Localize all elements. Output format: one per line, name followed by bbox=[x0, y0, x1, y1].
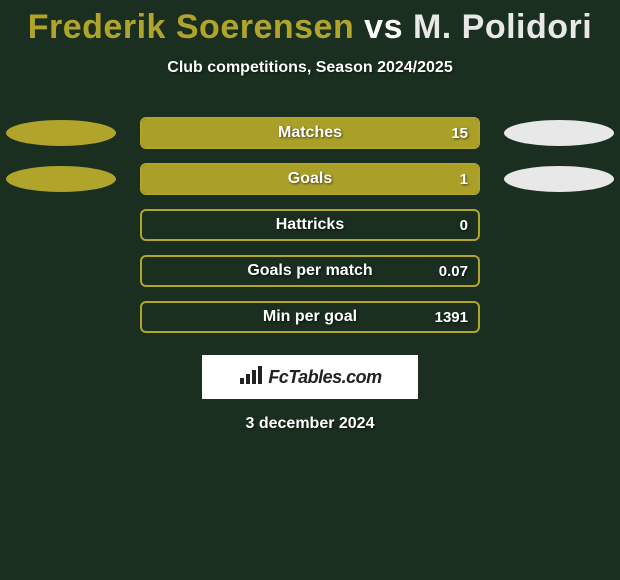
stat-bar: Hattricks0 bbox=[140, 209, 480, 241]
stats-rows: Matches15 Goals1 Hattricks0 Goals per match… bbox=[0, 117, 620, 333]
date-text: 3 december 2024 bbox=[0, 415, 620, 433]
bar-chart-icon bbox=[238, 364, 264, 391]
page-title: Frederik Soerensen vs M. Polidori bbox=[0, 0, 620, 47]
title-part: vs bbox=[354, 8, 413, 46]
stat-value: 0.07 bbox=[439, 263, 468, 280]
ellipse-left bbox=[6, 120, 116, 146]
stat-label: Matches bbox=[142, 124, 478, 142]
subtitle: Club competitions, Season 2024/2025 bbox=[0, 59, 620, 77]
stat-label: Min per goal bbox=[142, 308, 478, 326]
logo-text: FcTables.com bbox=[268, 367, 381, 388]
stat-bar: Goals1 bbox=[140, 163, 480, 195]
ellipse-right bbox=[504, 120, 614, 146]
stat-bar: Matches15 bbox=[140, 117, 480, 149]
stat-value: 1 bbox=[460, 171, 468, 188]
stat-bar: Min per goal1391 bbox=[140, 301, 480, 333]
stat-label: Hattricks bbox=[142, 216, 478, 234]
title-part: M. Polidori bbox=[413, 8, 592, 46]
stat-bar: Goals per match0.07 bbox=[140, 255, 480, 287]
stat-row: Goals per match0.07 bbox=[0, 255, 620, 287]
ellipse-left bbox=[6, 166, 116, 192]
title-part: Frederik Soerensen bbox=[28, 8, 354, 46]
stat-label: Goals per match bbox=[142, 262, 478, 280]
logo-box: FcTables.com bbox=[202, 355, 418, 399]
stat-label: Goals bbox=[142, 170, 478, 188]
stat-value: 0 bbox=[460, 217, 468, 234]
stat-value: 15 bbox=[451, 125, 468, 142]
stat-row: Matches15 bbox=[0, 117, 620, 149]
stat-row: Min per goal1391 bbox=[0, 301, 620, 333]
ellipse-right bbox=[504, 166, 614, 192]
stat-value: 1391 bbox=[435, 309, 468, 326]
stat-row: Hattricks0 bbox=[0, 209, 620, 241]
stat-row: Goals1 bbox=[0, 163, 620, 195]
